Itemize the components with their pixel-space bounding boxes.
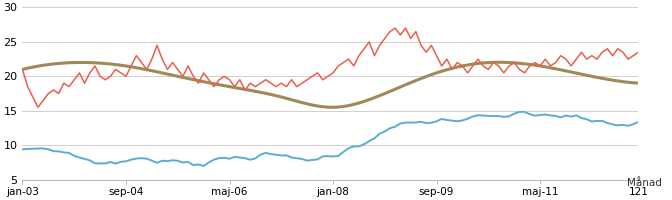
Text: Månad: Månad (627, 178, 662, 188)
